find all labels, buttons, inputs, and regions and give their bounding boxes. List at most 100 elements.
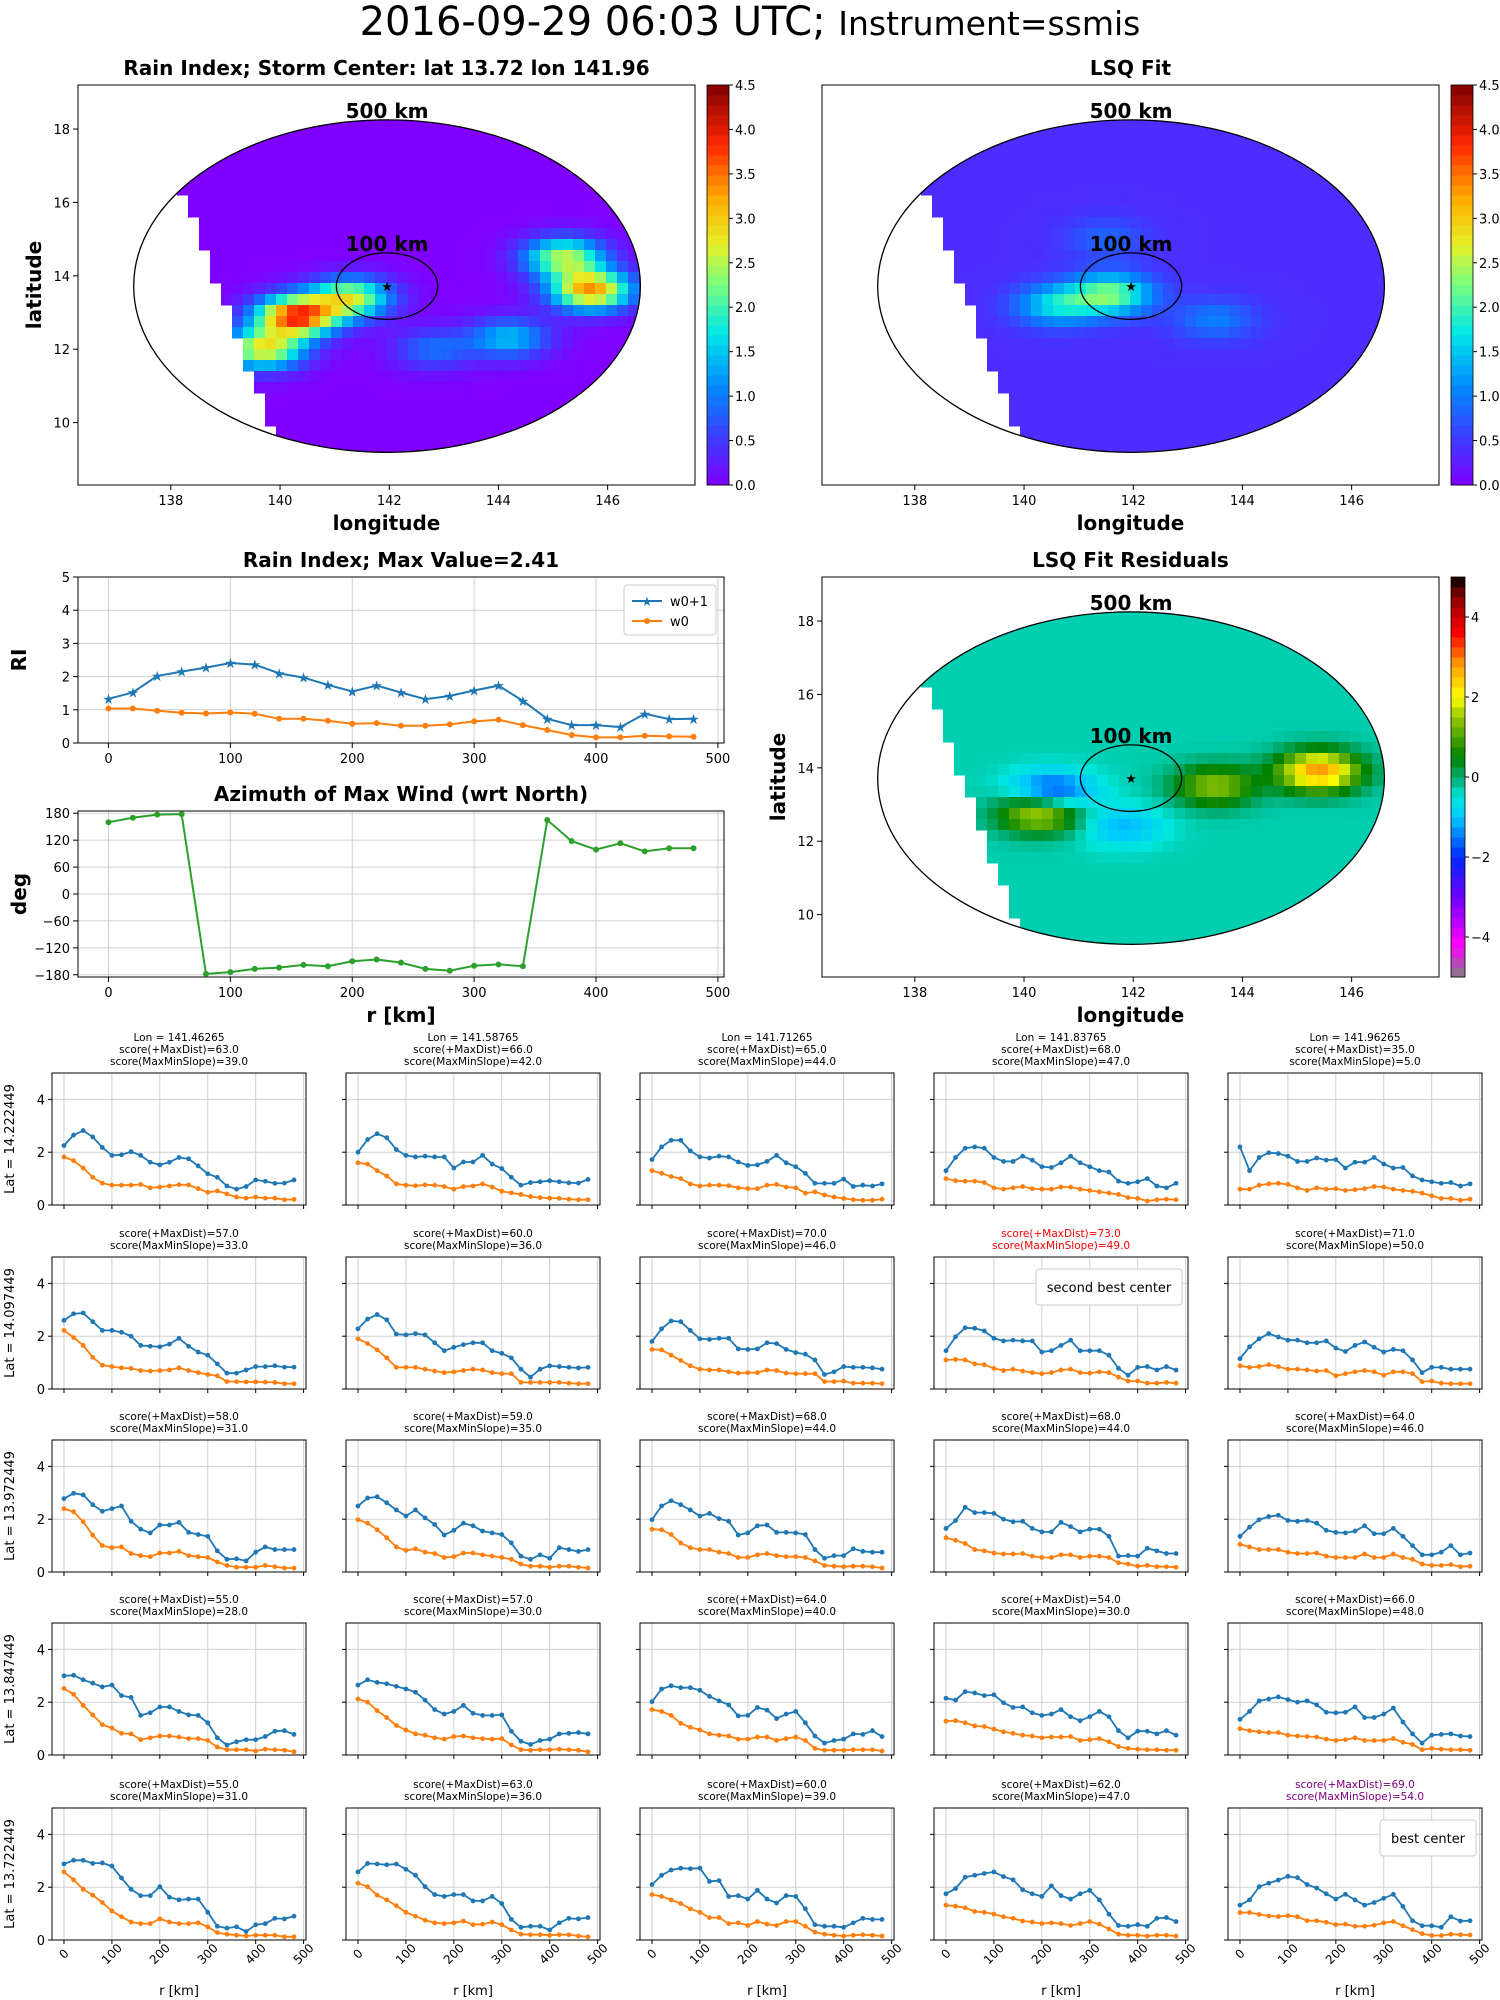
heatmap-cell [155, 107, 167, 119]
heatmap-cell [485, 426, 497, 438]
heatmap-cell [1427, 393, 1439, 405]
heatmap-cell [1372, 206, 1384, 218]
heatmap-cell [485, 448, 497, 453]
heatmap-cell [1306, 448, 1318, 453]
heatmap-cell [1152, 720, 1164, 732]
heatmap-cell [430, 349, 442, 361]
heatmap-cell [628, 162, 640, 174]
heatmap-cell [987, 577, 999, 589]
heatmap-cell [375, 206, 387, 218]
heatmap-cell [639, 294, 641, 306]
heatmap-cell [1317, 643, 1329, 655]
heatmap-cell [210, 228, 222, 240]
heatmap-cell [1405, 599, 1417, 611]
heatmap-cell [1174, 698, 1186, 710]
heatmap-cell [1361, 119, 1373, 130]
heatmap-cell [1207, 896, 1219, 908]
heatmap-cell [1207, 151, 1219, 163]
heatmap-cell [265, 415, 277, 427]
heatmap-cell [1196, 140, 1208, 152]
heatmap-cell [1306, 907, 1318, 919]
heatmap-cell [1174, 863, 1186, 875]
heatmap-cell [1020, 764, 1032, 776]
heatmap-cell [529, 371, 541, 383]
heatmap-cell [1416, 654, 1428, 666]
heatmap-cell [562, 283, 574, 295]
heatmap-cell [496, 459, 508, 471]
heatmap-cell [1328, 709, 1340, 721]
heatmap-cell [232, 239, 244, 251]
heatmap-cell [441, 272, 453, 284]
heatmap-cell [1196, 316, 1208, 328]
heatmap-cell [584, 250, 596, 262]
heatmap-cell [987, 129, 999, 141]
heatmap-cell [943, 206, 955, 218]
heatmap-cell [1207, 107, 1219, 119]
heatmap-cell [1284, 841, 1296, 853]
heatmap-cell [298, 448, 310, 453]
heatmap-cell [1152, 973, 1164, 985]
heatmap-cell [1427, 371, 1439, 383]
heatmap-cell [1284, 184, 1296, 196]
heatmap-cell [1295, 316, 1307, 328]
heatmap-cell [1416, 228, 1428, 240]
heatmap-cell [529, 206, 541, 218]
heatmap-cell [1031, 184, 1043, 196]
heatmap-cell [639, 470, 651, 482]
heatmap-cell [1042, 577, 1054, 589]
heatmap-cell [1240, 720, 1252, 732]
colorbar-tick-label: 3.5 [1479, 168, 1500, 183]
heatmap-cell [1174, 459, 1186, 471]
heatmap-cell [408, 371, 420, 383]
heatmap-cell [1383, 448, 1385, 453]
heatmap-cell [1416, 96, 1428, 108]
heatmap-cell [463, 261, 475, 273]
heatmap-cell [364, 316, 376, 328]
heatmap-cell [1328, 85, 1340, 97]
heatmap-cell [1053, 918, 1065, 930]
heatmap-cell [1229, 404, 1241, 416]
heatmap-cell [507, 404, 519, 416]
heatmap-cell [375, 327, 387, 339]
heatmap-cell [1042, 404, 1054, 416]
heatmap-cell [1394, 360, 1406, 372]
heatmap-cell [1229, 140, 1241, 152]
heatmap-cell [1163, 404, 1175, 416]
heatmap-cell [921, 676, 933, 688]
colorbar-segment [707, 135, 729, 146]
heatmap-cell [298, 382, 310, 394]
heatmap-cell [463, 316, 475, 328]
heatmap-cell [221, 184, 233, 196]
heatmap-cell [353, 371, 365, 383]
heatmap-cell [232, 96, 244, 108]
heatmap-cell [1339, 819, 1351, 831]
heatmap-cell [1130, 720, 1142, 732]
heatmap-cell [1317, 360, 1329, 372]
heatmap-cell [1009, 753, 1021, 765]
heatmap-cell [298, 294, 310, 306]
heatmap-cell [364, 173, 376, 185]
heatmap-cell [976, 577, 988, 589]
heatmap-cell [221, 261, 233, 273]
heatmap-cell [1262, 962, 1274, 974]
heatmap-cell [1328, 720, 1340, 732]
heatmap-cell [1097, 217, 1109, 229]
colorbar-segment [1451, 465, 1473, 476]
heatmap-cell [1394, 228, 1406, 240]
heatmap-cell [408, 437, 420, 449]
heatmap-cell [1372, 863, 1384, 875]
heatmap-cell [1119, 797, 1131, 809]
heatmap-cell [1383, 632, 1385, 644]
heatmap-cell [496, 360, 508, 372]
heatmap-cell [650, 382, 662, 394]
heatmap-cell [694, 448, 706, 460]
heatmap-cell [1240, 448, 1252, 453]
heatmap-cell [1141, 217, 1153, 229]
heatmap-cell [1295, 819, 1307, 831]
heatmap-cell [1130, 140, 1142, 152]
heatmap-cell [650, 316, 662, 328]
heatmap-cell [921, 85, 933, 97]
heatmap-cell [1130, 852, 1142, 864]
heatmap-cell [987, 654, 999, 666]
heatmap-cell [1262, 819, 1274, 831]
